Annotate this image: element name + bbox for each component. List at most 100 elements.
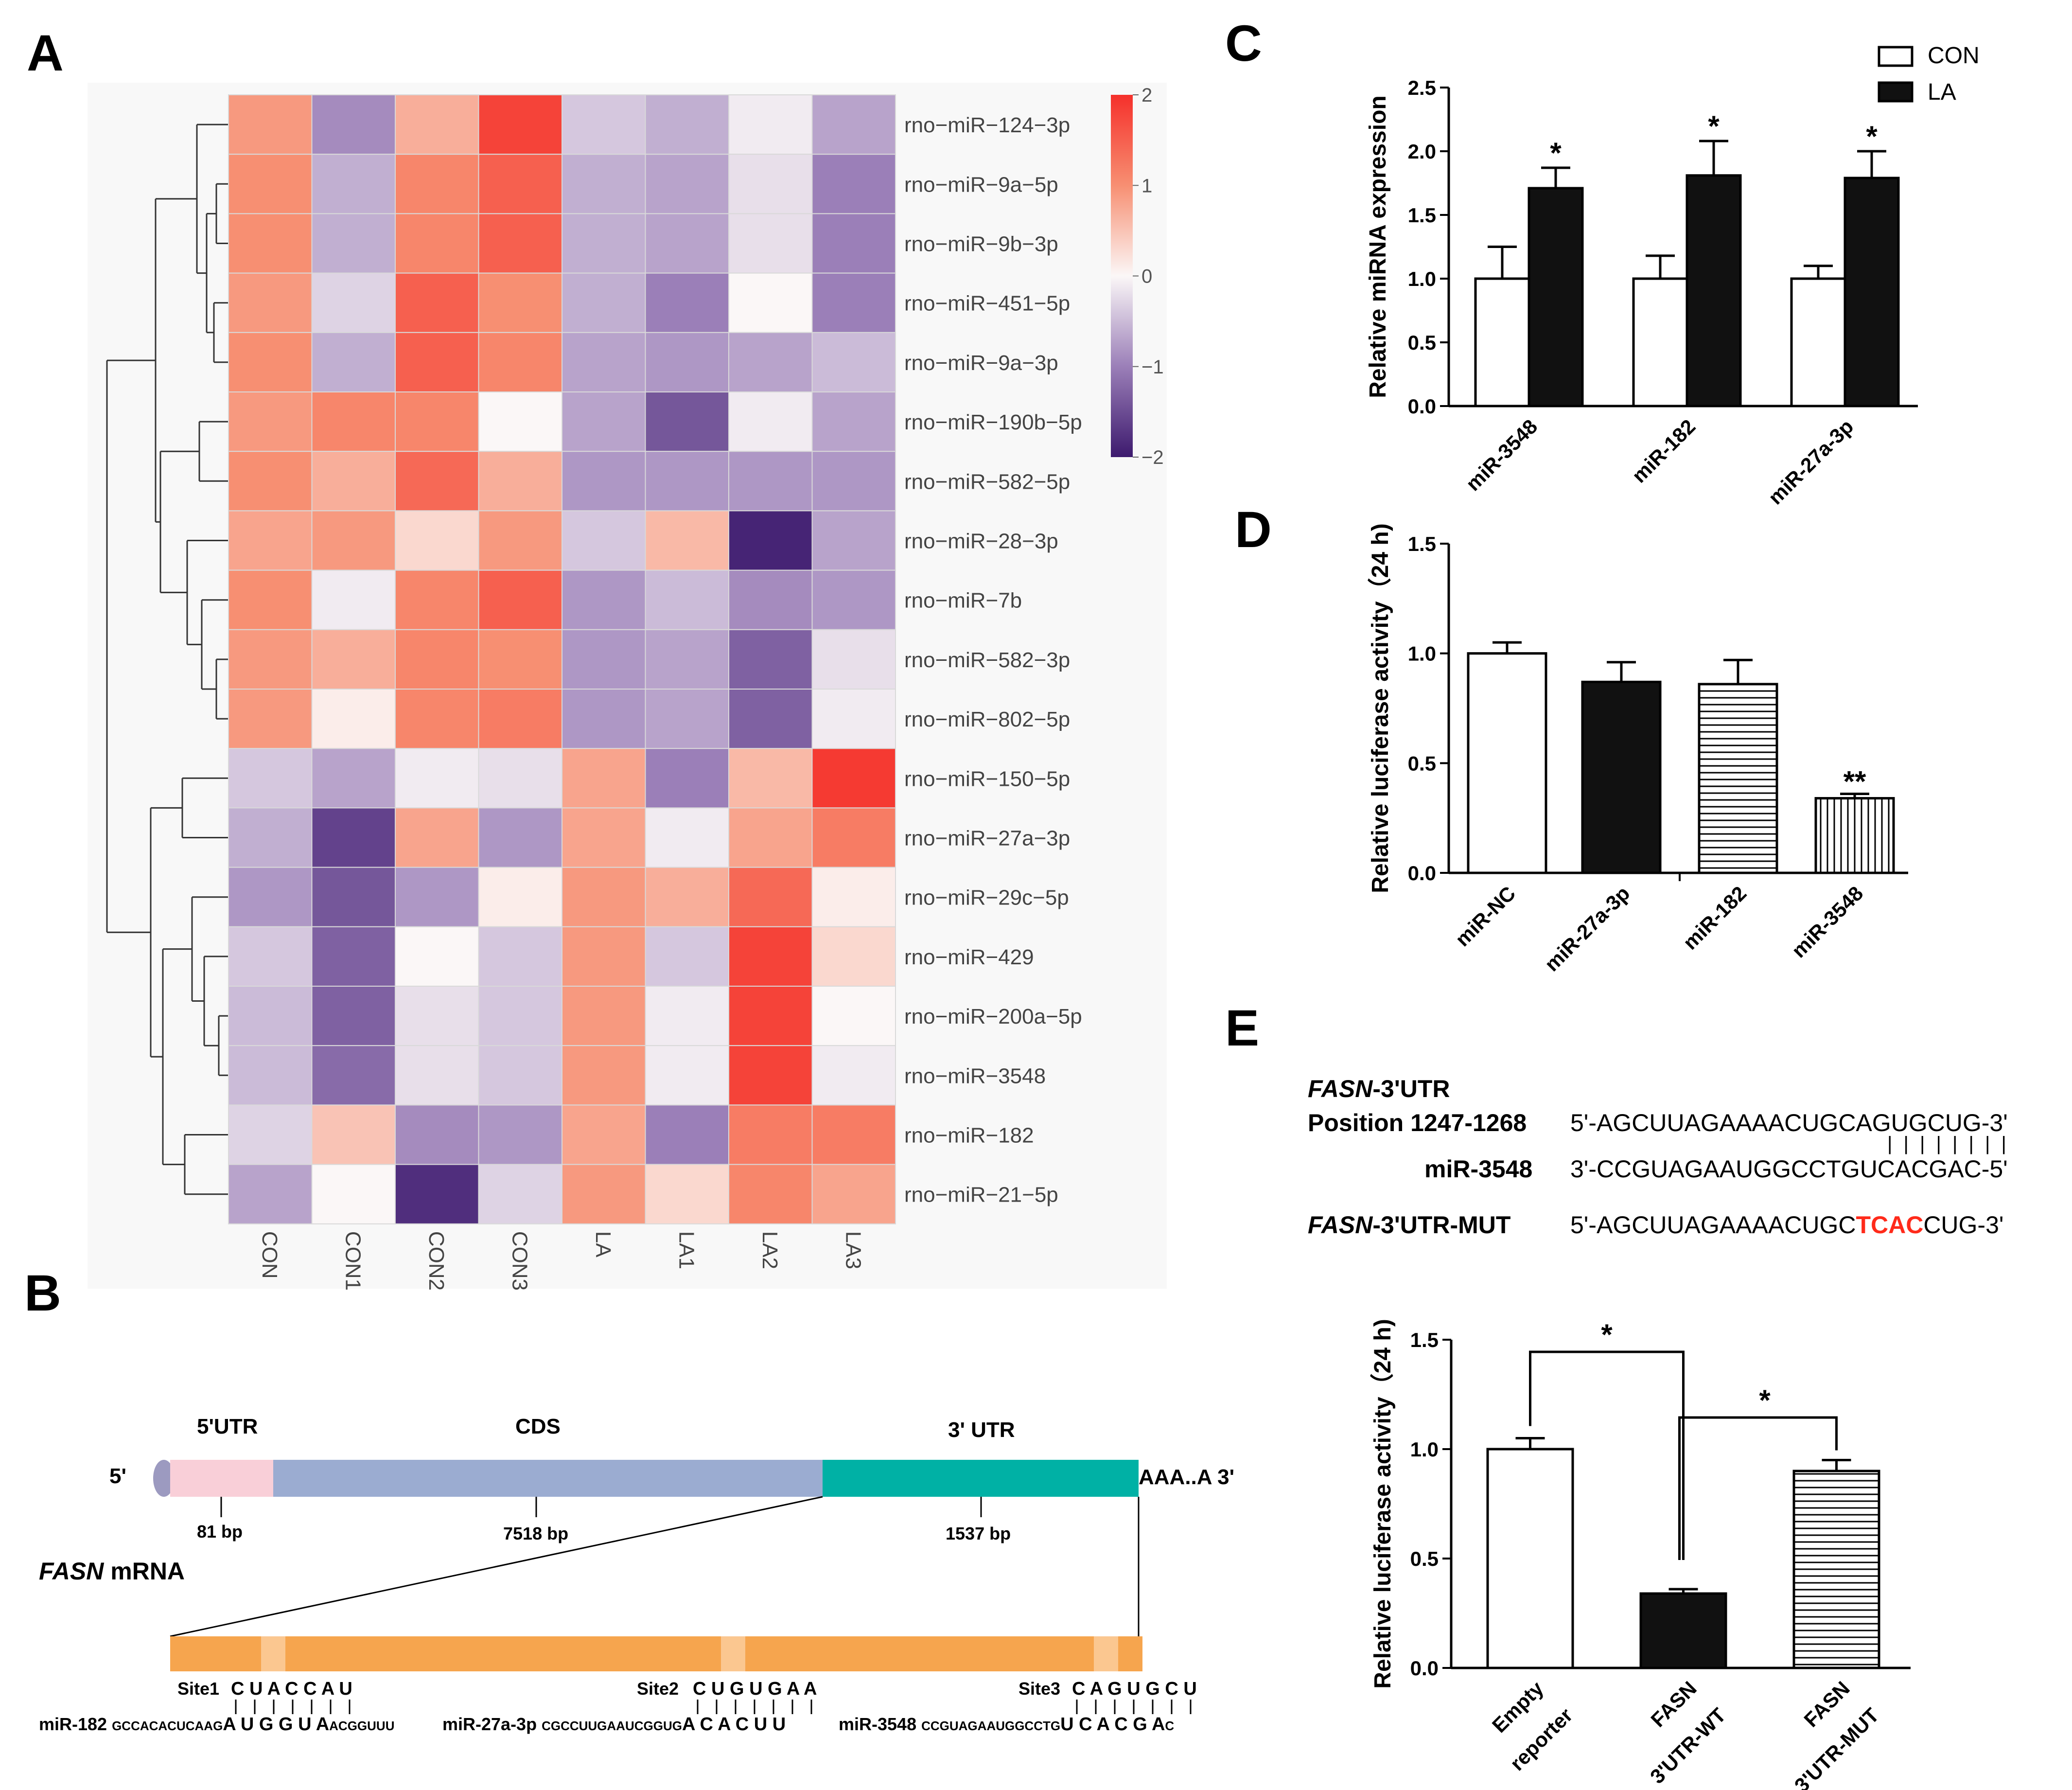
alignment-seq-mut: 5'-AGCUUAGAAAACUGCTCACCUG-3': [1570, 1211, 2003, 1239]
y-tick-label: 2.0: [1408, 140, 1436, 163]
heatmap-cell: [645, 867, 729, 927]
zoom-line-left: [170, 1496, 823, 1637]
heatmap-row-label: rno−miR−29c−5p: [904, 886, 1069, 910]
heatmap-cell: [728, 451, 813, 512]
heatmap-row-label: rno−miR−9b−3p: [904, 232, 1058, 256]
heatmap-cell: [228, 154, 313, 214]
site-sequence: C U G U G A A: [693, 1679, 817, 1699]
heatmap-cell: [811, 629, 896, 690]
heatmap-cell: [311, 451, 396, 512]
heatmap-cell: [728, 391, 813, 452]
heatmap-cell: [645, 510, 729, 571]
colorbar-gradient: [1111, 95, 1133, 457]
alignment-label-utr: FASN-3'UTR: [1308, 1075, 1450, 1103]
bar-0: [1467, 652, 1547, 874]
heatmap-col-label: LA3: [841, 1231, 865, 1269]
mirna-seed: A U G G U A: [223, 1714, 329, 1735]
utr3-label: 3' UTR: [948, 1418, 1015, 1442]
heatmap-cell: [395, 569, 479, 630]
heatmap-cell: [478, 1045, 562, 1106]
heatmap-cell: [811, 94, 896, 155]
heatmap-cell: [311, 94, 396, 155]
heatmap-row-label: rno−miR−582−3p: [904, 648, 1070, 672]
bar-con: [1790, 277, 1846, 408]
heatmap-cells: [228, 94, 896, 1224]
heatmap-cell: [395, 689, 479, 749]
x-tick-label: FASN: [1799, 1677, 1854, 1731]
y-axis-label: Relative luciferase activity（24 h): [1370, 1319, 1396, 1688]
heatmap-cell: [311, 689, 396, 749]
mirna-name: miR-182: [39, 1714, 112, 1734]
heatmap-cell: [728, 689, 813, 749]
heatmap-cell: [728, 926, 813, 987]
heatmap-cell: [562, 1104, 646, 1165]
cds-segment: [273, 1460, 823, 1497]
heatmap-cell: [728, 569, 813, 630]
heatmap-row-label: rno−miR−27a−3p: [904, 827, 1070, 851]
heatmap-cell: [395, 272, 479, 333]
heatmap-cell: [645, 926, 729, 987]
mut-seq-prefix: 5'-AGCUUAGAAAACUGC: [1570, 1211, 1856, 1239]
alignment-utr-suffix: -3'UTR: [1372, 1075, 1450, 1102]
heatmap-cell: [645, 213, 729, 274]
polya-label: AAA..A 3': [1139, 1465, 1234, 1489]
heatmap-cell: [395, 629, 479, 690]
heatmap-cell: [645, 332, 729, 392]
heatmap-cell: [645, 807, 729, 868]
heatmap-cell: [228, 569, 313, 630]
chart-c: 0.0 0.5 1.0 1.5 2.0 2.5 Relative miRNA express…: [1365, 43, 1980, 509]
site2-marker: [721, 1636, 745, 1671]
utr5-length: 81 bp: [197, 1522, 243, 1542]
heatmap-cell: [311, 391, 396, 452]
y-tick-label: 0.5: [1408, 752, 1436, 775]
heatmap-cell: [228, 986, 313, 1046]
cap-ellipse: [153, 1460, 175, 1497]
heatmap-row-labels: rno−miR−124−3p rno−miR−9a−5p rno−miR−9b−3p…: [904, 113, 1082, 1207]
five-prime-label: 5': [109, 1464, 126, 1488]
heatmap-cell: [311, 1045, 396, 1106]
heatmap-row-label: rno−miR−190b−5p: [904, 410, 1082, 434]
site-label: Site1: [177, 1679, 219, 1699]
y-tick-label: 1.5: [1408, 532, 1436, 555]
panel-label-b: B: [24, 1265, 61, 1322]
heatmap-cell: [728, 986, 813, 1046]
heatmap-cell: [228, 629, 313, 690]
heatmap-cell: [811, 1104, 896, 1165]
alignment-label-mut: FASN-3'UTR-MUT: [1308, 1211, 1510, 1239]
site-sequence: C U A C C A U: [231, 1679, 352, 1699]
heatmap-col-label: CON2: [424, 1231, 448, 1291]
heatmap-cell: [728, 867, 813, 927]
bar-la: [1844, 177, 1900, 408]
x-tick-label: miR-27a-3p: [1764, 415, 1858, 509]
y-tick-label: 1.0: [1408, 267, 1436, 290]
heatmap-cell: [395, 94, 479, 155]
panel-label-a: A: [27, 25, 64, 82]
bar-con: [1474, 277, 1530, 408]
site1-marker: [261, 1636, 285, 1671]
heatmap-cell: [562, 332, 646, 392]
heatmap-cell: [811, 926, 896, 987]
heatmap-cell: [478, 510, 562, 571]
heatmap-cell: [562, 748, 646, 809]
heatmap-cell: [311, 629, 396, 690]
heatmap-cell: [811, 807, 896, 868]
y-tick-label: 0.0: [1410, 1657, 1439, 1680]
alignment-label-position: Position 1247-1268: [1308, 1109, 1527, 1136]
heatmap-cell: [311, 272, 396, 333]
utr3-expanded-bar: [170, 1636, 1142, 1671]
heatmap-cell: [395, 213, 479, 274]
utr5-label: 5'UTR: [197, 1415, 258, 1438]
legend-label-la: LA: [1928, 79, 1956, 105]
significance-mark: *: [1866, 120, 1878, 153]
mirna-suffix: ACGGUUU: [329, 1719, 394, 1733]
heatmap-cell: [645, 451, 729, 512]
y-axis-label: Relative miRNA expression: [1365, 95, 1391, 398]
heatmap-cell: [395, 986, 479, 1046]
heatmap-cell: [478, 1104, 562, 1165]
y-tick-label: 0.5: [1410, 1547, 1439, 1570]
heatmap-cell: [395, 391, 479, 452]
heatmap-row-label: rno−miR−802−5p: [904, 708, 1070, 731]
heatmap-cell: [395, 867, 479, 927]
heatmap-cell: [562, 867, 646, 927]
heatmap-cell: [811, 1045, 896, 1106]
